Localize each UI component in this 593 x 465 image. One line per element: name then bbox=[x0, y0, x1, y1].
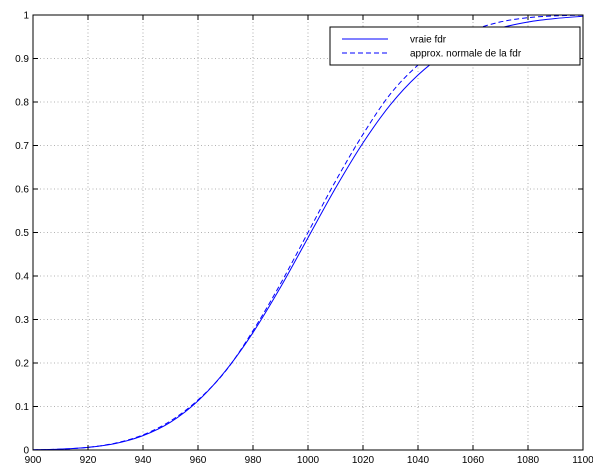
legend-label: approx. normale de la fdr bbox=[410, 49, 522, 60]
y-tick-label: 0.1 bbox=[15, 402, 29, 413]
y-tick-label: 0.3 bbox=[15, 315, 29, 326]
legend-label: vraie fdr bbox=[410, 35, 447, 46]
y-tick-label: 0.4 bbox=[15, 272, 29, 283]
y-tick-label: 0.5 bbox=[15, 228, 29, 239]
y-tick-label: 0.2 bbox=[15, 359, 29, 370]
x-tick-label: 1000 bbox=[297, 455, 320, 465]
x-tick-label: 940 bbox=[135, 455, 152, 465]
x-tick-label: 1060 bbox=[462, 455, 485, 465]
grid-layer bbox=[33, 15, 583, 450]
y-tick-label: 0.9 bbox=[15, 54, 29, 65]
x-tick-label: 900 bbox=[25, 455, 42, 465]
y-tick-label: 1 bbox=[23, 11, 29, 22]
series-line-approx-normale bbox=[32, 14, 584, 451]
legend-box bbox=[329, 26, 581, 66]
x-tick-label: 1020 bbox=[352, 455, 375, 465]
y-tick-label: 0.8 bbox=[15, 98, 29, 109]
series-layer bbox=[32, 14, 584, 451]
y-tick-label: 0.7 bbox=[15, 141, 29, 152]
x-tick-label: 1080 bbox=[517, 455, 540, 465]
x-tick-label: 920 bbox=[80, 455, 97, 465]
x-tick-label: 980 bbox=[245, 455, 262, 465]
tick-layer: 900 920 940 960 980 1000 1020 1040 1060 1080 1100 0… bbox=[15, 11, 593, 465]
x-tick-label: 1040 bbox=[407, 455, 430, 465]
y-tick-label: 0 bbox=[23, 446, 29, 457]
x-tick-label: 1100 bbox=[572, 455, 593, 465]
y-tick-label: 0.6 bbox=[15, 185, 29, 196]
x-tick-label: 960 bbox=[190, 455, 207, 465]
legend: vraie fdr approx. normale de la fdr bbox=[329, 26, 581, 66]
